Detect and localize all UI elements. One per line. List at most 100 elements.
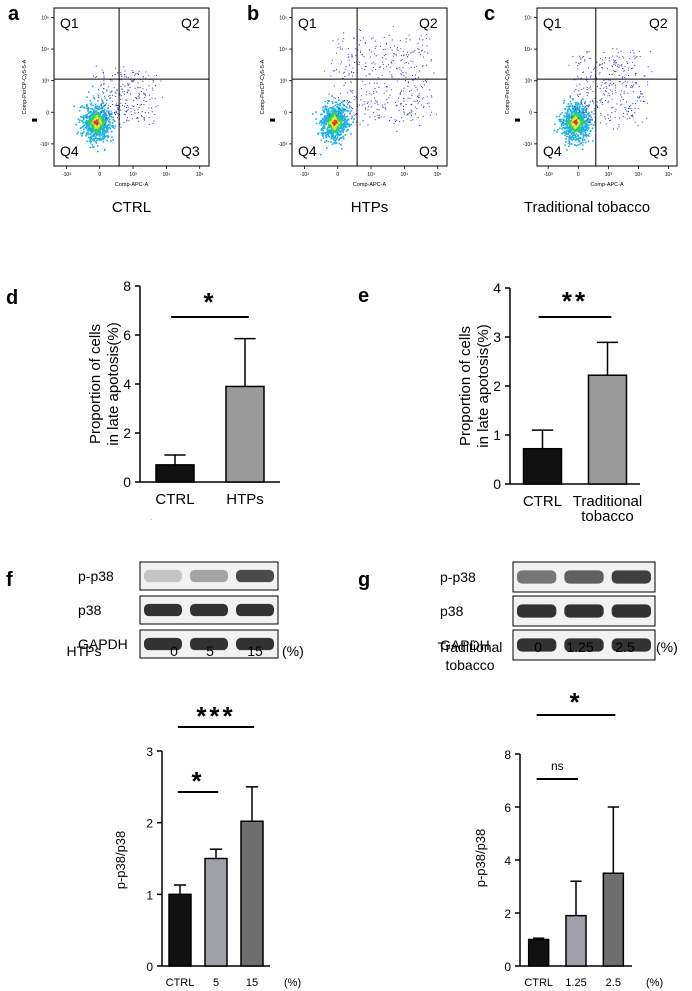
event-dot: [94, 116, 96, 119]
event-dot: [566, 113, 569, 115]
event-dot: [91, 129, 94, 131]
event-dot: [111, 130, 113, 133]
event-dot: [93, 98, 96, 100]
event-dot: [401, 90, 402, 92]
x-tick-label: Traditional tobacco: [573, 493, 642, 525]
event-dot: [631, 68, 633, 69]
event-dot: [620, 94, 622, 96]
event-dot: [580, 142, 582, 144]
event-dot: [88, 126, 90, 128]
event-dot: [390, 116, 392, 118]
event-dot: [90, 117, 92, 120]
event-dot: [103, 82, 105, 84]
event-dot: [332, 113, 334, 115]
event-dot: [338, 112, 341, 115]
event-dot: [151, 107, 152, 109]
event-dot: [96, 116, 99, 118]
event-dot: [433, 72, 435, 74]
event-dot: [92, 130, 95, 132]
event-dot: [408, 34, 410, 36]
event-dot: [94, 119, 96, 122]
event-dot: [97, 131, 99, 133]
event-dot: [115, 110, 117, 112]
event-dot: [90, 137, 92, 140]
event-dot: [399, 93, 401, 95]
event-dot: [581, 131, 584, 133]
event-dot: [628, 69, 630, 71]
event-dot: [404, 62, 406, 64]
event-dot: [365, 75, 367, 77]
event-dot: [630, 86, 632, 88]
event-dot: [620, 50, 622, 52]
event-dot: [90, 136, 92, 138]
event-dot: [586, 113, 589, 115]
event-dot: [152, 89, 154, 91]
event-dot: [100, 124, 102, 127]
event-dot: [152, 122, 154, 124]
event-dot: [345, 106, 347, 108]
event-dot: [583, 111, 585, 113]
event-dot: [564, 120, 566, 122]
event-dot: [565, 120, 568, 123]
event-dot: [86, 113, 88, 116]
event-dot: [342, 119, 345, 122]
event-dot: [113, 127, 116, 130]
event-dot: [565, 138, 567, 140]
event-dot: [562, 102, 565, 104]
event-dot: [635, 56, 637, 58]
event-dot: [98, 118, 100, 120]
event-dot: [429, 89, 431, 91]
y-tick-label: 0: [493, 476, 501, 492]
y-tick-label: 0: [123, 474, 131, 490]
event-dot: [381, 61, 383, 63]
event-dot: [157, 105, 159, 107]
event-dot: [86, 121, 89, 123]
event-dot: [377, 77, 379, 79]
event-dot: [148, 123, 150, 125]
event-dot: [615, 60, 617, 61]
event-dot: [358, 64, 360, 65]
event-dot: [100, 117, 103, 120]
event-dot: [105, 110, 108, 112]
y-tick-label: 3: [493, 329, 501, 345]
event-dot: [91, 108, 94, 110]
event-dot: [349, 111, 351, 113]
panel-letter-d: d: [6, 287, 18, 309]
event-dot: [599, 65, 601, 67]
event-dot: [105, 104, 107, 106]
event-dot: [600, 99, 602, 101]
event-dot: [418, 96, 420, 98]
event-dot: [407, 81, 409, 83]
event-dot: [138, 98, 140, 100]
event-dot: [430, 95, 432, 97]
event-dot: [92, 116, 94, 118]
event-dot: [393, 123, 395, 124]
event-dot: [573, 127, 576, 129]
event-dot: [576, 94, 578, 96]
event-dot: [632, 116, 634, 118]
event-dot: [568, 125, 571, 127]
event-dot: [571, 119, 574, 121]
event-dot: [575, 136, 577, 138]
event-dot: [416, 95, 418, 97]
event-dot: [324, 119, 327, 122]
event-dot: [103, 136, 106, 139]
event-dot: [344, 118, 346, 120]
event-dot: [575, 121, 577, 123]
event-dot: [331, 118, 333, 121]
event-dot: [337, 127, 340, 129]
event-dot: [623, 90, 625, 92]
event-dot: [611, 66, 613, 68]
event-dot: [568, 119, 570, 121]
event-dot: [351, 55, 353, 57]
event-dot: [590, 76, 591, 78]
event-dot: [575, 120, 577, 122]
event-dot: [344, 68, 346, 70]
event-dot: [103, 123, 105, 126]
event-dot: [91, 126, 94, 128]
y-tick-label: 1: [493, 427, 501, 443]
event-dot: [403, 111, 405, 113]
event-dot: [383, 55, 385, 57]
